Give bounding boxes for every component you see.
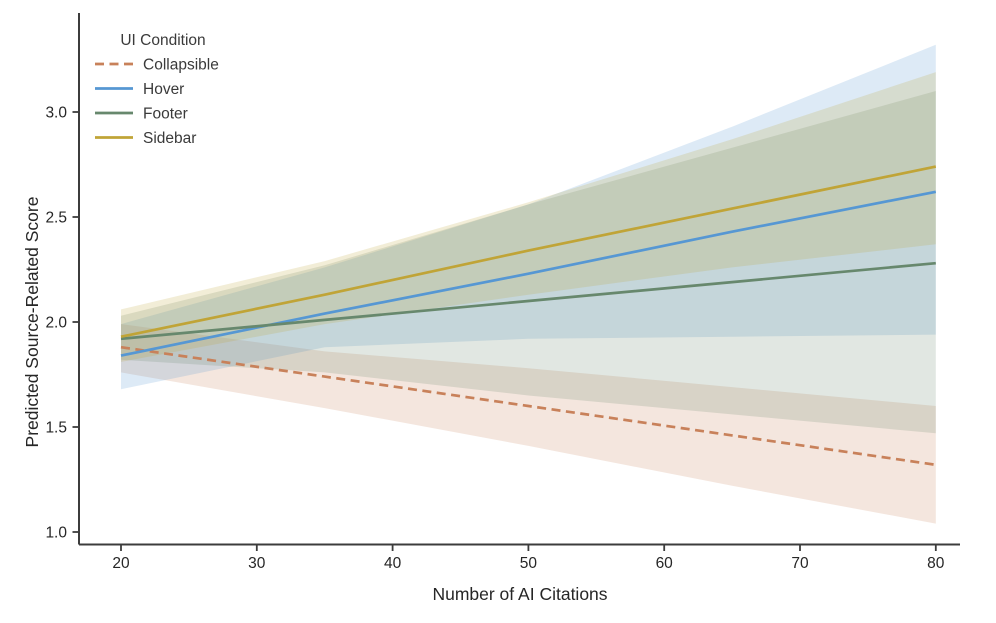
x-tick-label: 70 <box>791 555 809 572</box>
legend-item-sidebar: Sidebar <box>95 130 196 147</box>
confidence-bands <box>121 44 936 524</box>
regression-lines <box>120 165 937 467</box>
ci-band-hover <box>121 44 936 390</box>
x-tick-label: 40 <box>384 555 402 572</box>
line-footer <box>120 261 936 341</box>
ci-band-footer <box>121 91 936 434</box>
legend-label-collapsible: Collapsible <box>143 57 219 74</box>
ci-band-collapsible <box>121 324 936 524</box>
line-hover <box>120 190 937 357</box>
legend-label-footer: Footer <box>143 106 188 123</box>
line-collapsible <box>120 345 936 467</box>
x-tick-label: 30 <box>248 555 266 572</box>
axes <box>78 13 960 546</box>
legend-item-hover: Hover <box>95 81 184 98</box>
x-axis-ticks: 20 30 40 50 60 70 80 <box>112 544 945 572</box>
y-tick-label: 1.5 <box>45 420 67 437</box>
y-tick-label: 3.0 <box>45 105 67 122</box>
x-tick-label: 60 <box>656 555 674 572</box>
ci-band-sidebar <box>121 72 936 362</box>
legend-label-sidebar: Sidebar <box>143 130 196 147</box>
x-tick-label: 80 <box>927 555 945 572</box>
y-tick-label: 1.0 <box>45 525 67 542</box>
y-axis-label: Predicted Source-Related Score <box>22 197 42 448</box>
x-tick-label: 50 <box>520 555 538 572</box>
legend-item-collapsible: Collapsible <box>95 57 219 74</box>
legend-title: UI Condition <box>120 32 205 49</box>
legend-label-hover: Hover <box>143 81 184 98</box>
legend: UI Condition Collapsible Hover Footer Sideb… <box>95 32 219 147</box>
y-axis-ticks: 1.0 1.5 2.0 2.5 3.0 <box>45 105 79 542</box>
y-tick-label: 2.0 <box>45 315 67 332</box>
line-sidebar <box>120 165 937 339</box>
y-tick-label: 2.5 <box>45 210 67 227</box>
x-tick-label: 20 <box>112 555 130 572</box>
legend-item-footer: Footer <box>95 106 188 123</box>
x-axis-label: Number of AI Citations <box>432 584 607 604</box>
